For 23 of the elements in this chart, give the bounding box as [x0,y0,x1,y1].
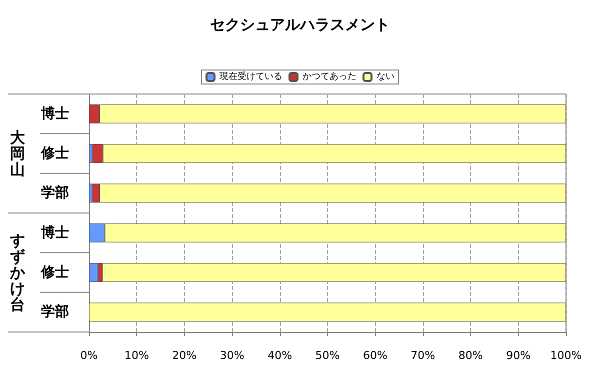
legend-label: 現在受けている [220,71,282,82]
x-tick-label: 100% [550,349,582,362]
x-tick-label: 90% [506,349,531,362]
text: すずかけ台 [9,232,26,314]
legend-label: かつてあった [302,72,356,82]
y-tick-label: 学部 [41,303,69,320]
legend-label: ない [376,72,394,82]
y-tick-label: 学部 [41,184,69,202]
x-tick-label: 60% [362,349,388,362]
x-tick-label: 50% [315,349,340,362]
x-tick-label: 20% [172,349,197,362]
x-tick-label: 0% [80,349,98,362]
y-tick-label: 修士 [40,146,69,162]
y-tick-label: 博士 [40,224,69,241]
text: 大岡山 [10,128,26,178]
chart-title: セクシュアルハラスメント [210,16,390,34]
x-tick-label: 30% [220,349,244,362]
x-tick-label: 10% [124,349,149,362]
y-tick-label: 博士 [40,106,69,122]
x-tick-label: 80% [458,349,483,362]
x-tick-label: 40% [268,349,292,362]
x-tick-label: 70% [410,349,436,362]
y-tick-label: 修士 [40,264,69,280]
